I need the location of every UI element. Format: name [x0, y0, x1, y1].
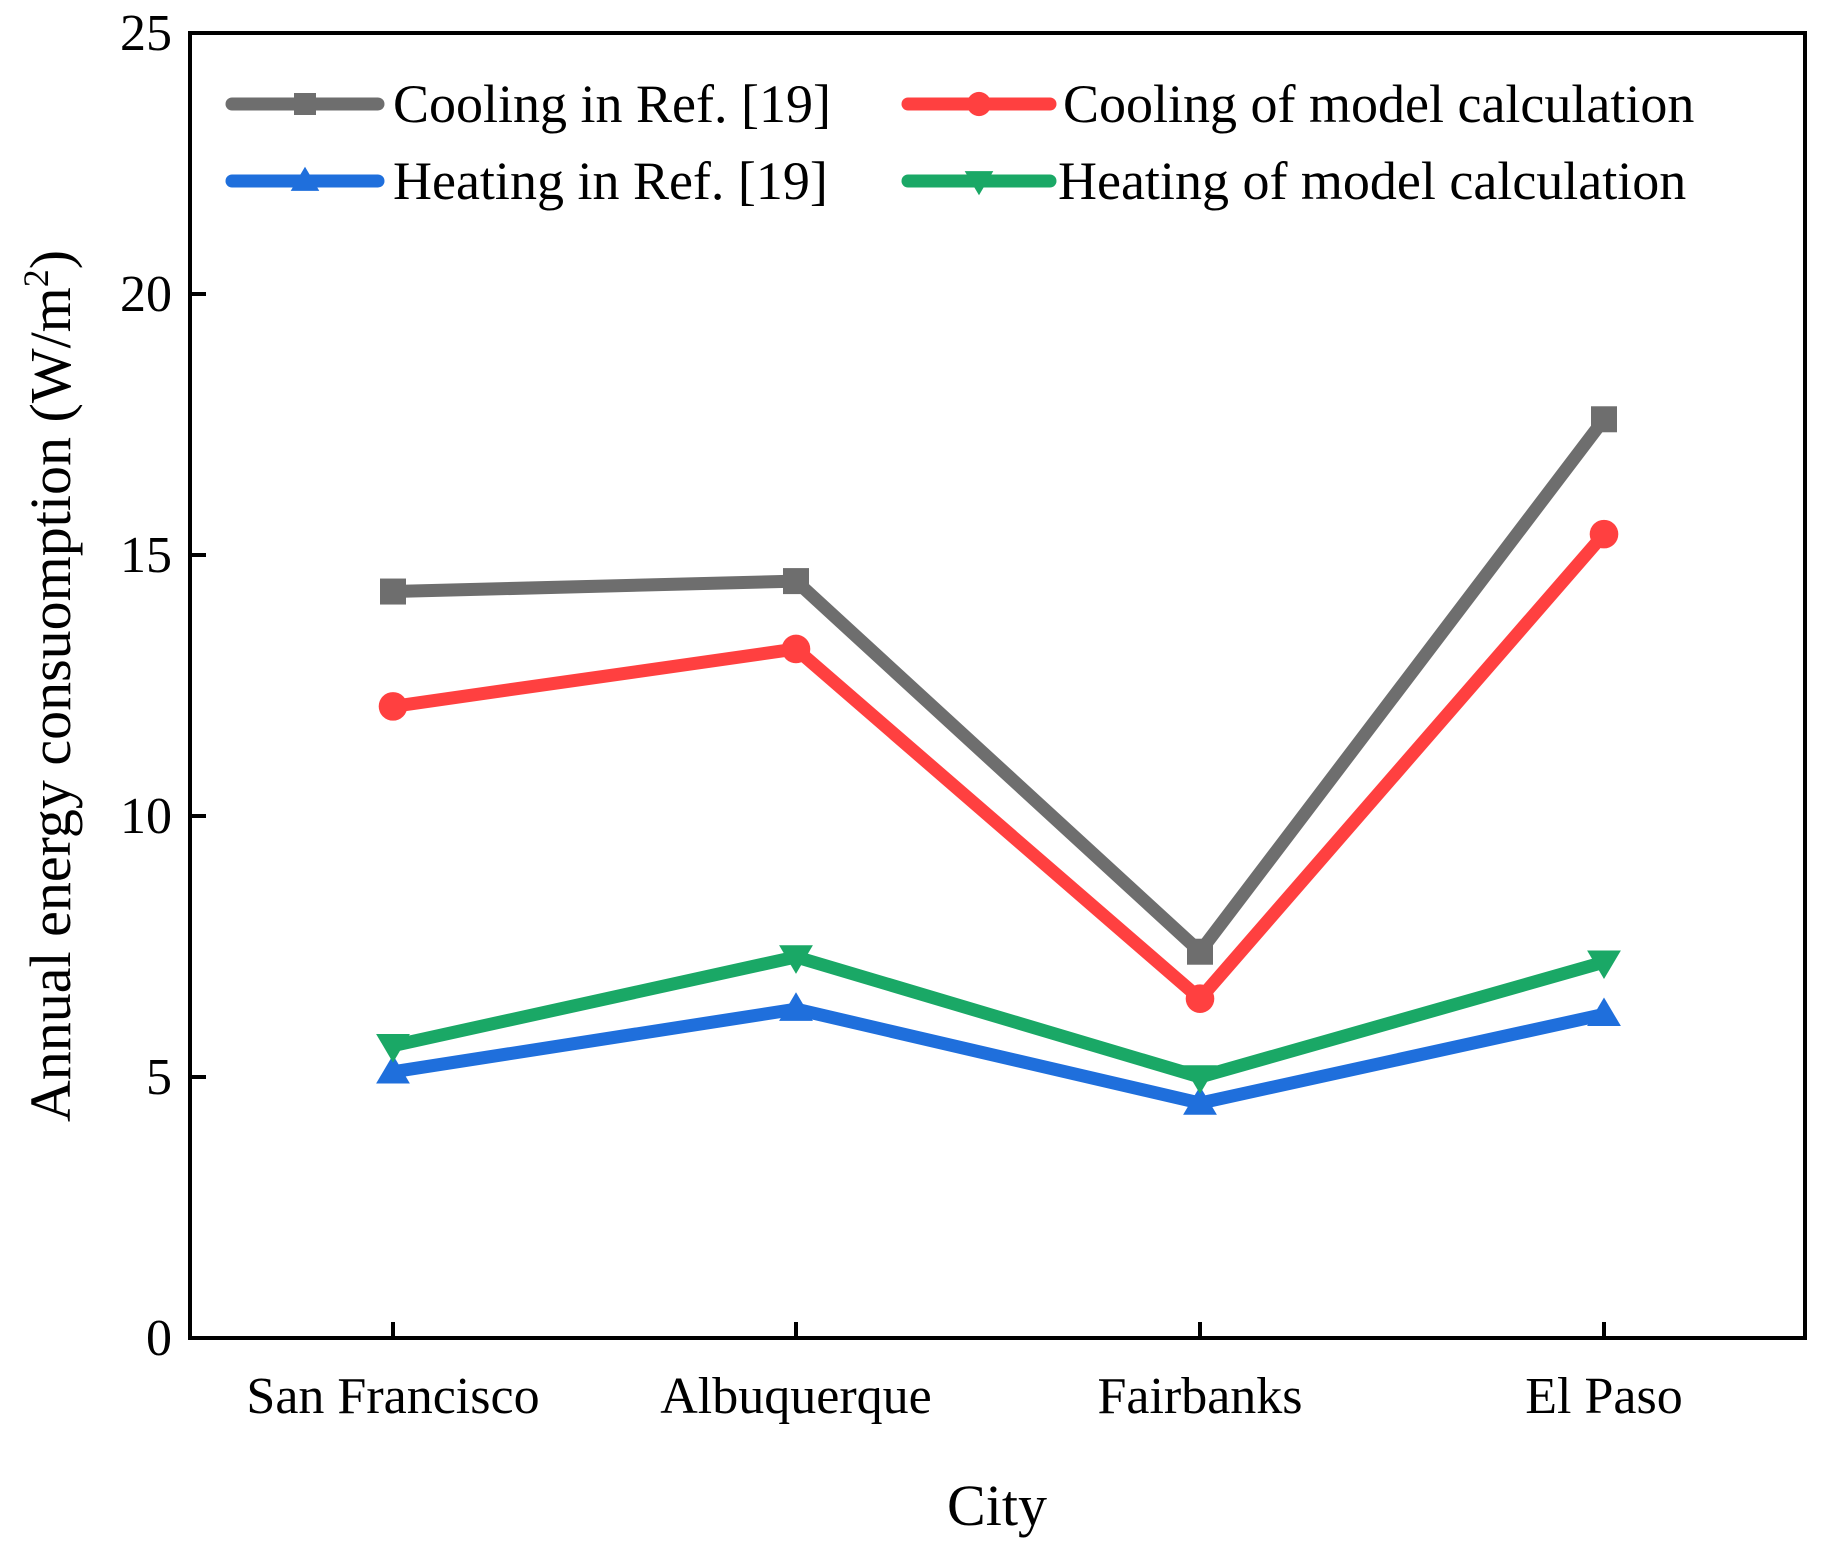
- data-point-marker: [380, 578, 406, 605]
- legend-marker: [964, 171, 994, 196]
- legend-label: Heating of model calculation: [1058, 151, 1686, 211]
- y-tick-label: 10: [120, 788, 172, 845]
- data-point-marker: [1183, 1065, 1217, 1094]
- data-point-marker: [779, 945, 813, 974]
- legend-entry-3: Heating in Ref. [19]: [225, 151, 828, 211]
- y-tick-label: 15: [120, 527, 172, 584]
- data-point-marker: [779, 992, 813, 1021]
- data-point-marker: [1187, 938, 1213, 965]
- y-tick-label: 0: [146, 1310, 172, 1367]
- series-layer: [376, 406, 1621, 1115]
- data-point-marker: [378, 692, 408, 721]
- legend-label: Cooling of model calculation: [1063, 74, 1694, 134]
- y-tick-label: 25: [120, 5, 172, 62]
- legend-entry-2: Cooling of model calculation: [901, 74, 1694, 134]
- x-axis-title: City: [947, 1473, 1047, 1538]
- plot-frame: [188, 31, 1807, 1340]
- x-tick-label: El Paso: [1525, 1368, 1682, 1425]
- series-line: [386, 527, 1611, 1006]
- data-point-marker: [1183, 1086, 1217, 1115]
- legend-marker: [290, 166, 320, 191]
- data-point-marker: [781, 634, 811, 664]
- x-tick-label: San Francisco: [246, 1368, 539, 1425]
- legend-entry-1: Cooling in Ref. [19]: [225, 74, 831, 134]
- data-point-marker: [1589, 519, 1619, 549]
- y-axis-title-superscript: 2: [16, 269, 56, 287]
- series-line: [386, 412, 1611, 959]
- legend: Cooling in Ref. [19] Cooling of model cal…: [225, 74, 1694, 211]
- data-point-marker: [1587, 997, 1621, 1027]
- y-tick-label: 5: [146, 1049, 172, 1106]
- y-tick-label: 20: [120, 266, 172, 323]
- y-axis-title-main: Annual energy consuomption (W/m: [18, 287, 83, 1122]
- legend-entry-4: Heating of model calculation: [901, 151, 1686, 211]
- data-point-marker: [1591, 406, 1617, 433]
- data-point-marker: [783, 568, 809, 595]
- data-point-marker: [1587, 950, 1621, 980]
- y-axis-ticks: 0 5 10 15 20 25: [120, 5, 206, 1367]
- data-point-marker: [376, 1033, 410, 1063]
- data-point-marker: [376, 1054, 410, 1084]
- x-tick-label: Fairbanks: [1097, 1368, 1302, 1425]
- legend-marker: [966, 91, 992, 117]
- series-3: [376, 992, 1621, 1115]
- series-2: [378, 519, 1619, 1013]
- x-axis-ticks: San Francisco Albuquerque Fairbanks El Paso: [246, 1322, 1683, 1425]
- y-axis-title-close: ): [18, 250, 83, 269]
- legend-label: Cooling in Ref. [19]: [393, 74, 831, 134]
- y-axis-title: Annual energy consuomption (W/m2): [16, 250, 83, 1122]
- legend-label: Heating in Ref. [19]: [393, 151, 828, 211]
- x-tick-label: Albuquerque: [660, 1368, 931, 1425]
- data-point-marker: [1185, 984, 1215, 1013]
- series-line: [386, 1002, 1611, 1110]
- series-line: [386, 950, 1611, 1084]
- series-4: [376, 945, 1621, 1094]
- series-1: [380, 406, 1617, 965]
- legend-marker: [294, 93, 316, 115]
